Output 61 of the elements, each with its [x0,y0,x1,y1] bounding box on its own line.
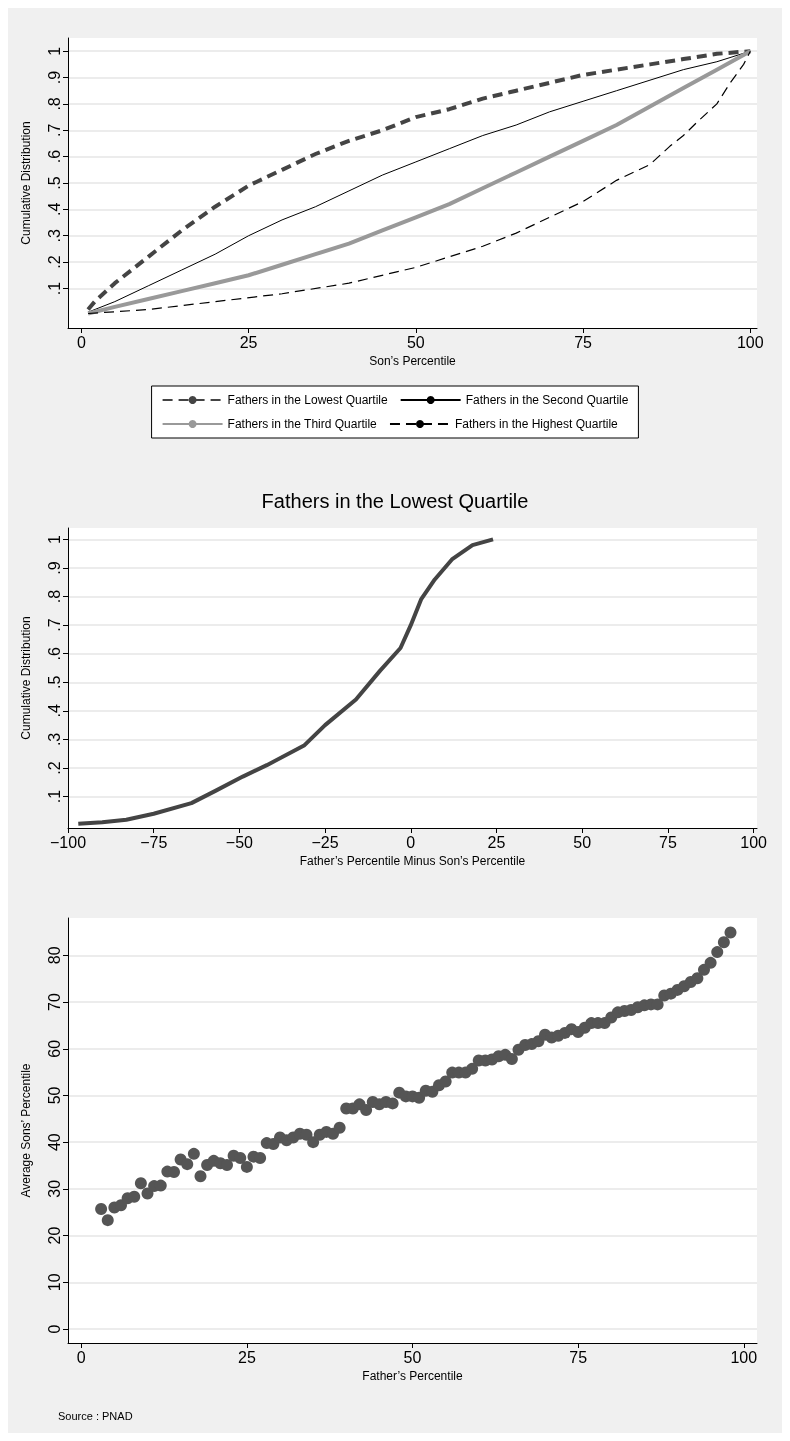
y-tick-label: 40 [45,1133,63,1152]
x-tick-label: 75 [658,833,677,851]
y-tick-label: .2 [45,255,63,269]
y-tick-label: 10 [45,1273,63,1292]
x-tick-label: 100 [730,1348,758,1366]
y-tick-label: .9 [45,70,63,85]
y-tick-label: .5 [45,176,63,190]
y-tick-label: .4 [45,202,63,217]
y-axis-title: Average Sons’ Percentile [19,1063,33,1198]
legend-label: Fathers in the Third Quartile [227,417,378,431]
x-tick-label: 50 [403,1348,422,1366]
y-tick-label: .7 [45,123,63,137]
y-tick-label: .2 [45,761,63,775]
y-tick-label: 1 [45,534,63,544]
x-tick-label: 25 [487,833,506,851]
y-tick-label: .7 [45,618,63,632]
y-tick-label: .3 [45,732,63,747]
y-tick-label: .8 [45,589,63,604]
x-tick-label: −25 [311,833,339,851]
x-axis-title: Son’s Percentile [369,353,457,368]
x-tick-label: 25 [237,1348,256,1366]
x-tick-label: −75 [140,833,168,851]
y-axis-title: Cumulative Distribution [19,121,33,245]
y-tick-label: 60 [45,1039,63,1058]
x-axis-title: Father’s Percentile Minus Son’s Percentile [299,853,526,868]
x-tick-label: 25 [239,333,258,351]
x-tick-label: 0 [406,833,416,851]
x-tick-label: 100 [740,833,768,851]
y-tick-label: .5 [45,675,63,689]
y-tick-label: 70 [45,993,63,1011]
y-tick-label: 0 [45,1324,63,1334]
y-tick-label: .9 [45,561,63,575]
y-axis-title: Cumulative Distribution [19,616,33,740]
y-tick-label: 1 [45,46,63,56]
y-tick-label: .3 [45,228,63,243]
legend-label: Fathers in the Lowest Quartile [227,393,388,407]
y-tick-label: 80 [45,946,63,965]
x-tick-label: 75 [569,1348,588,1366]
x-tick-label: −50 [225,833,254,851]
x-tick-label: 0 [76,333,86,351]
y-tick-label: .4 [45,704,63,718]
y-tick-label: .6 [45,646,63,661]
line-series [76,537,496,826]
y-tick-label: 30 [45,1179,63,1198]
x-tick-label: 50 [406,333,425,351]
legend-label: Fathers in the Highest Quartile [454,417,619,431]
chart-title: Fathers in the Lowest Quartile [261,490,529,512]
y-tick-label: .6 [45,149,63,164]
x-tick-label: 0 [76,1348,86,1366]
y-tick-label: .8 [45,97,63,111]
x-tick-label: −100 [49,833,87,851]
x-tick-label: 75 [574,333,593,351]
y-tick-label: 20 [45,1226,63,1245]
y-tick-label: 50 [45,1086,63,1105]
x-tick-label: 100 [736,333,764,351]
y-tick-label: .1 [45,281,63,296]
source-note: Source : PNAD [58,1409,133,1422]
x-tick-label: 50 [573,833,592,851]
y-tick-label: .1 [45,789,63,804]
x-axis-title: Father’s Percentile [362,1368,463,1383]
legend-label: Fathers in the Second Quartile [465,393,629,407]
